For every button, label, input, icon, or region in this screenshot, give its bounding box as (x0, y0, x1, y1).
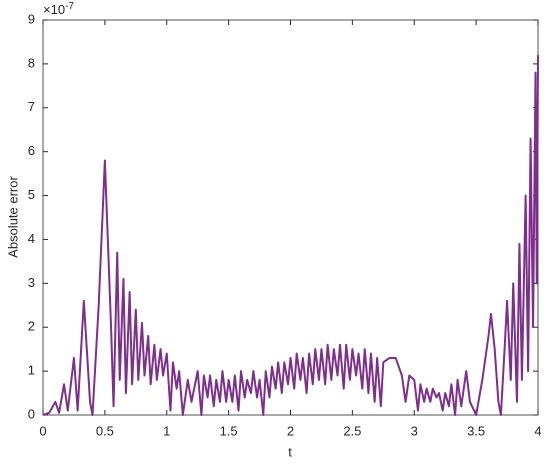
multiplier-base: ×10 (43, 2, 65, 17)
y-tick-label: 8 (28, 55, 35, 70)
data-line (42, 55, 539, 416)
axis-multiplier: ×10-7 (43, 1, 74, 18)
y-tick-label: 6 (28, 143, 35, 158)
y-tick-label: 9 (28, 11, 35, 26)
y-tick-label: 0 (28, 406, 35, 421)
x-tick-label: 2.5 (343, 423, 361, 438)
y-tick-label: 2 (28, 319, 35, 334)
multiplier-exponent: -7 (65, 1, 74, 12)
x-tick-label: 4 (534, 423, 541, 438)
x-tick-label: 0.5 (96, 423, 114, 438)
plot-area (42, 19, 539, 416)
x-tick-label: 2 (287, 423, 294, 438)
x-axis-label: t (288, 444, 292, 459)
x-tick-label: 3 (411, 423, 418, 438)
x-tick-label: 0 (39, 423, 46, 438)
x-tick-label: 1 (163, 423, 170, 438)
y-tick-label: 7 (28, 99, 35, 114)
y-tick-label: 1 (28, 363, 35, 378)
x-tick-label: 1.5 (220, 423, 238, 438)
y-tick-label: 5 (28, 187, 35, 202)
x-tick-label: 3.5 (467, 423, 485, 438)
y-axis-label: Absolute error (5, 176, 20, 258)
y-tick-label: 3 (28, 275, 35, 290)
y-tick-label: 4 (28, 231, 35, 246)
